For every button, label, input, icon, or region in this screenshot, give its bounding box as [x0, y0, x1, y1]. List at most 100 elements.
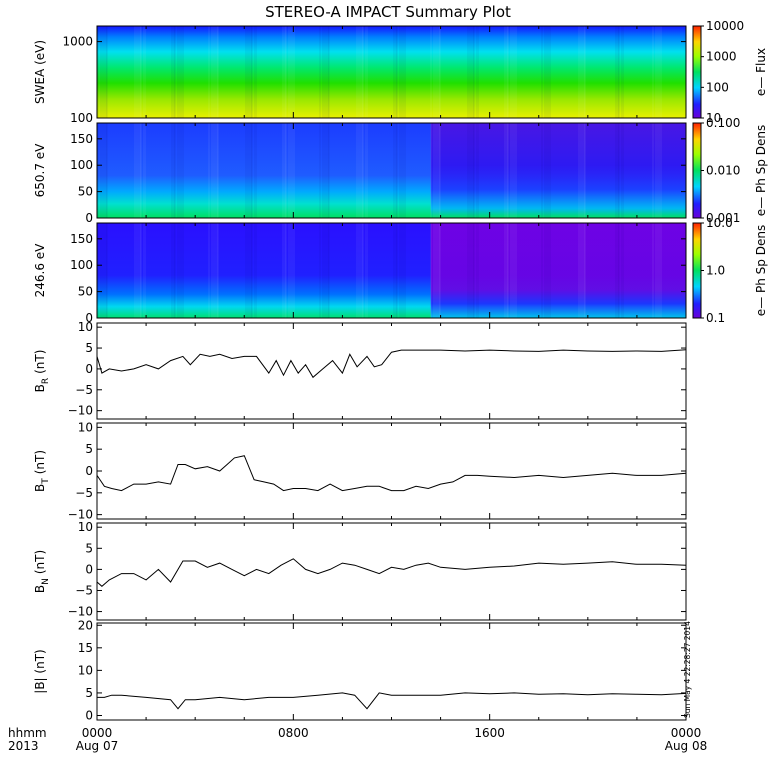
panel-frame — [96, 322, 687, 420]
heatmap-streak — [544, 123, 547, 218]
heatmap-streak — [254, 223, 257, 318]
heatmap-streak — [578, 123, 581, 218]
y-tick-label: −10 — [68, 605, 93, 619]
heatmap-streak — [513, 26, 517, 118]
y-axis-label-main: B — [33, 585, 47, 593]
heatmap-streak — [248, 223, 252, 318]
colorbar-tick-label: 1000 — [706, 50, 737, 64]
colorbar-tick-label: 0.001 — [706, 211, 740, 225]
heatmap-streak — [439, 123, 441, 218]
date-tick-label: Aug 08 — [665, 739, 708, 753]
heatmap-streak — [362, 223, 364, 318]
heatmap-streak — [402, 123, 406, 218]
heatmap-streak — [584, 26, 586, 118]
heatmap-streak — [621, 123, 624, 218]
heatmap-streak — [476, 223, 479, 318]
colorbar-label: e— Flux — [754, 48, 768, 96]
heatmap-streak — [103, 223, 107, 318]
y-tick-label: 20 — [78, 618, 93, 632]
heatmap-streak — [180, 26, 184, 118]
panel-4: BR (nT) −10 −5 0 5 10 — [33, 320, 687, 420]
heatmap-streak — [282, 26, 286, 118]
heatmap-streak — [470, 123, 474, 218]
heatmap-streak — [618, 123, 620, 218]
y-axis-label: 650.7 eV — [33, 143, 47, 198]
y-tick-label: −5 — [75, 486, 93, 500]
heatmap-streak — [439, 26, 441, 118]
panel-frame — [96, 422, 687, 520]
y-tick-label: 10 — [78, 520, 93, 534]
heatmap-streak — [177, 223, 180, 318]
heatmap-streak — [581, 123, 585, 218]
heatmap-streak — [140, 26, 142, 118]
heatmap-streak — [211, 123, 214, 218]
heatmap-field-late — [430, 223, 686, 318]
heatmap-streak — [362, 26, 364, 118]
heatmap-streak — [578, 223, 581, 318]
heatmap-streak — [365, 26, 368, 118]
heatmap-streak — [208, 223, 210, 318]
heatmap-streak — [510, 26, 513, 118]
heatmap-streak — [652, 26, 654, 118]
heatmap-streak — [254, 26, 257, 118]
heatmap-streak — [433, 123, 436, 218]
heatmap-streak — [319, 123, 321, 218]
heatmap-streak — [439, 223, 441, 318]
series-line — [96, 558, 687, 587]
y-axis-label-sub: N — [41, 578, 51, 585]
heatmap-field-late — [430, 123, 686, 218]
heatmap-streak — [140, 223, 142, 318]
series-line — [97, 692, 687, 710]
y-tick-label: 1000 — [62, 35, 93, 49]
y-axis-label-main: B — [33, 384, 47, 392]
heatmap-streak — [504, 26, 508, 118]
heatmap-streak — [584, 123, 586, 218]
heatmap-field — [97, 26, 686, 118]
y-tick-label: 0 — [85, 362, 93, 376]
heatmap-streak — [177, 26, 180, 118]
colorbar-tick-label: 100 — [706, 80, 729, 94]
y-tick-label: 5 — [85, 442, 93, 456]
heatmap-streak — [214, 26, 218, 118]
heatmap-streak — [655, 123, 658, 218]
y-tick-label: 50 — [78, 285, 93, 299]
heatmap-streak — [106, 26, 108, 118]
heatmap-streak — [217, 26, 219, 118]
heatmap-streak — [581, 223, 585, 318]
heatmap-streak — [359, 26, 363, 118]
heatmap-streak — [356, 223, 359, 318]
heatmap-streak — [618, 223, 620, 318]
heatmap-streak — [134, 223, 137, 318]
heatmap-streak — [97, 26, 99, 118]
heatmap-streak — [365, 123, 368, 218]
heatmap-streak — [436, 123, 440, 218]
heatmap-streak — [658, 223, 662, 318]
y-axis-label: SWEA (eV) — [33, 40, 47, 104]
heatmap-streak — [547, 223, 551, 318]
colorbar-scale — [692, 222, 702, 319]
colorbar-tick-label: 0.010 — [706, 164, 740, 178]
heatmap-streak — [436, 26, 440, 118]
heatmap-streak — [544, 223, 547, 318]
panel-3: 0.1 1.0 10.0 e— Ph Sp Dens 246.6 eV 0 50 100 150 — [33, 216, 768, 325]
series-line — [96, 455, 687, 492]
heatmap-streak — [106, 223, 108, 318]
heatmap-streak — [245, 223, 248, 318]
panel-5: BT (nT) −10 −5 0 5 10 — [33, 420, 687, 522]
panel-6: BN (nT) −10 −5 0 5 10 — [33, 520, 687, 621]
y-tick-label: 5 — [85, 541, 93, 555]
heatmap-streak — [100, 26, 103, 118]
heatmap-streak — [171, 223, 175, 318]
heatmap-streak — [325, 123, 329, 218]
heatmap-streak — [402, 223, 406, 318]
colorbar-scale — [692, 25, 702, 119]
heatmap-streak — [615, 26, 619, 118]
heatmap-streak — [402, 26, 406, 118]
heatmap-streak — [658, 123, 662, 218]
heatmap-streak — [171, 123, 175, 218]
heatmap-streak — [97, 123, 99, 218]
heatmap-streak — [541, 123, 543, 218]
heatmap-streak — [393, 26, 397, 118]
